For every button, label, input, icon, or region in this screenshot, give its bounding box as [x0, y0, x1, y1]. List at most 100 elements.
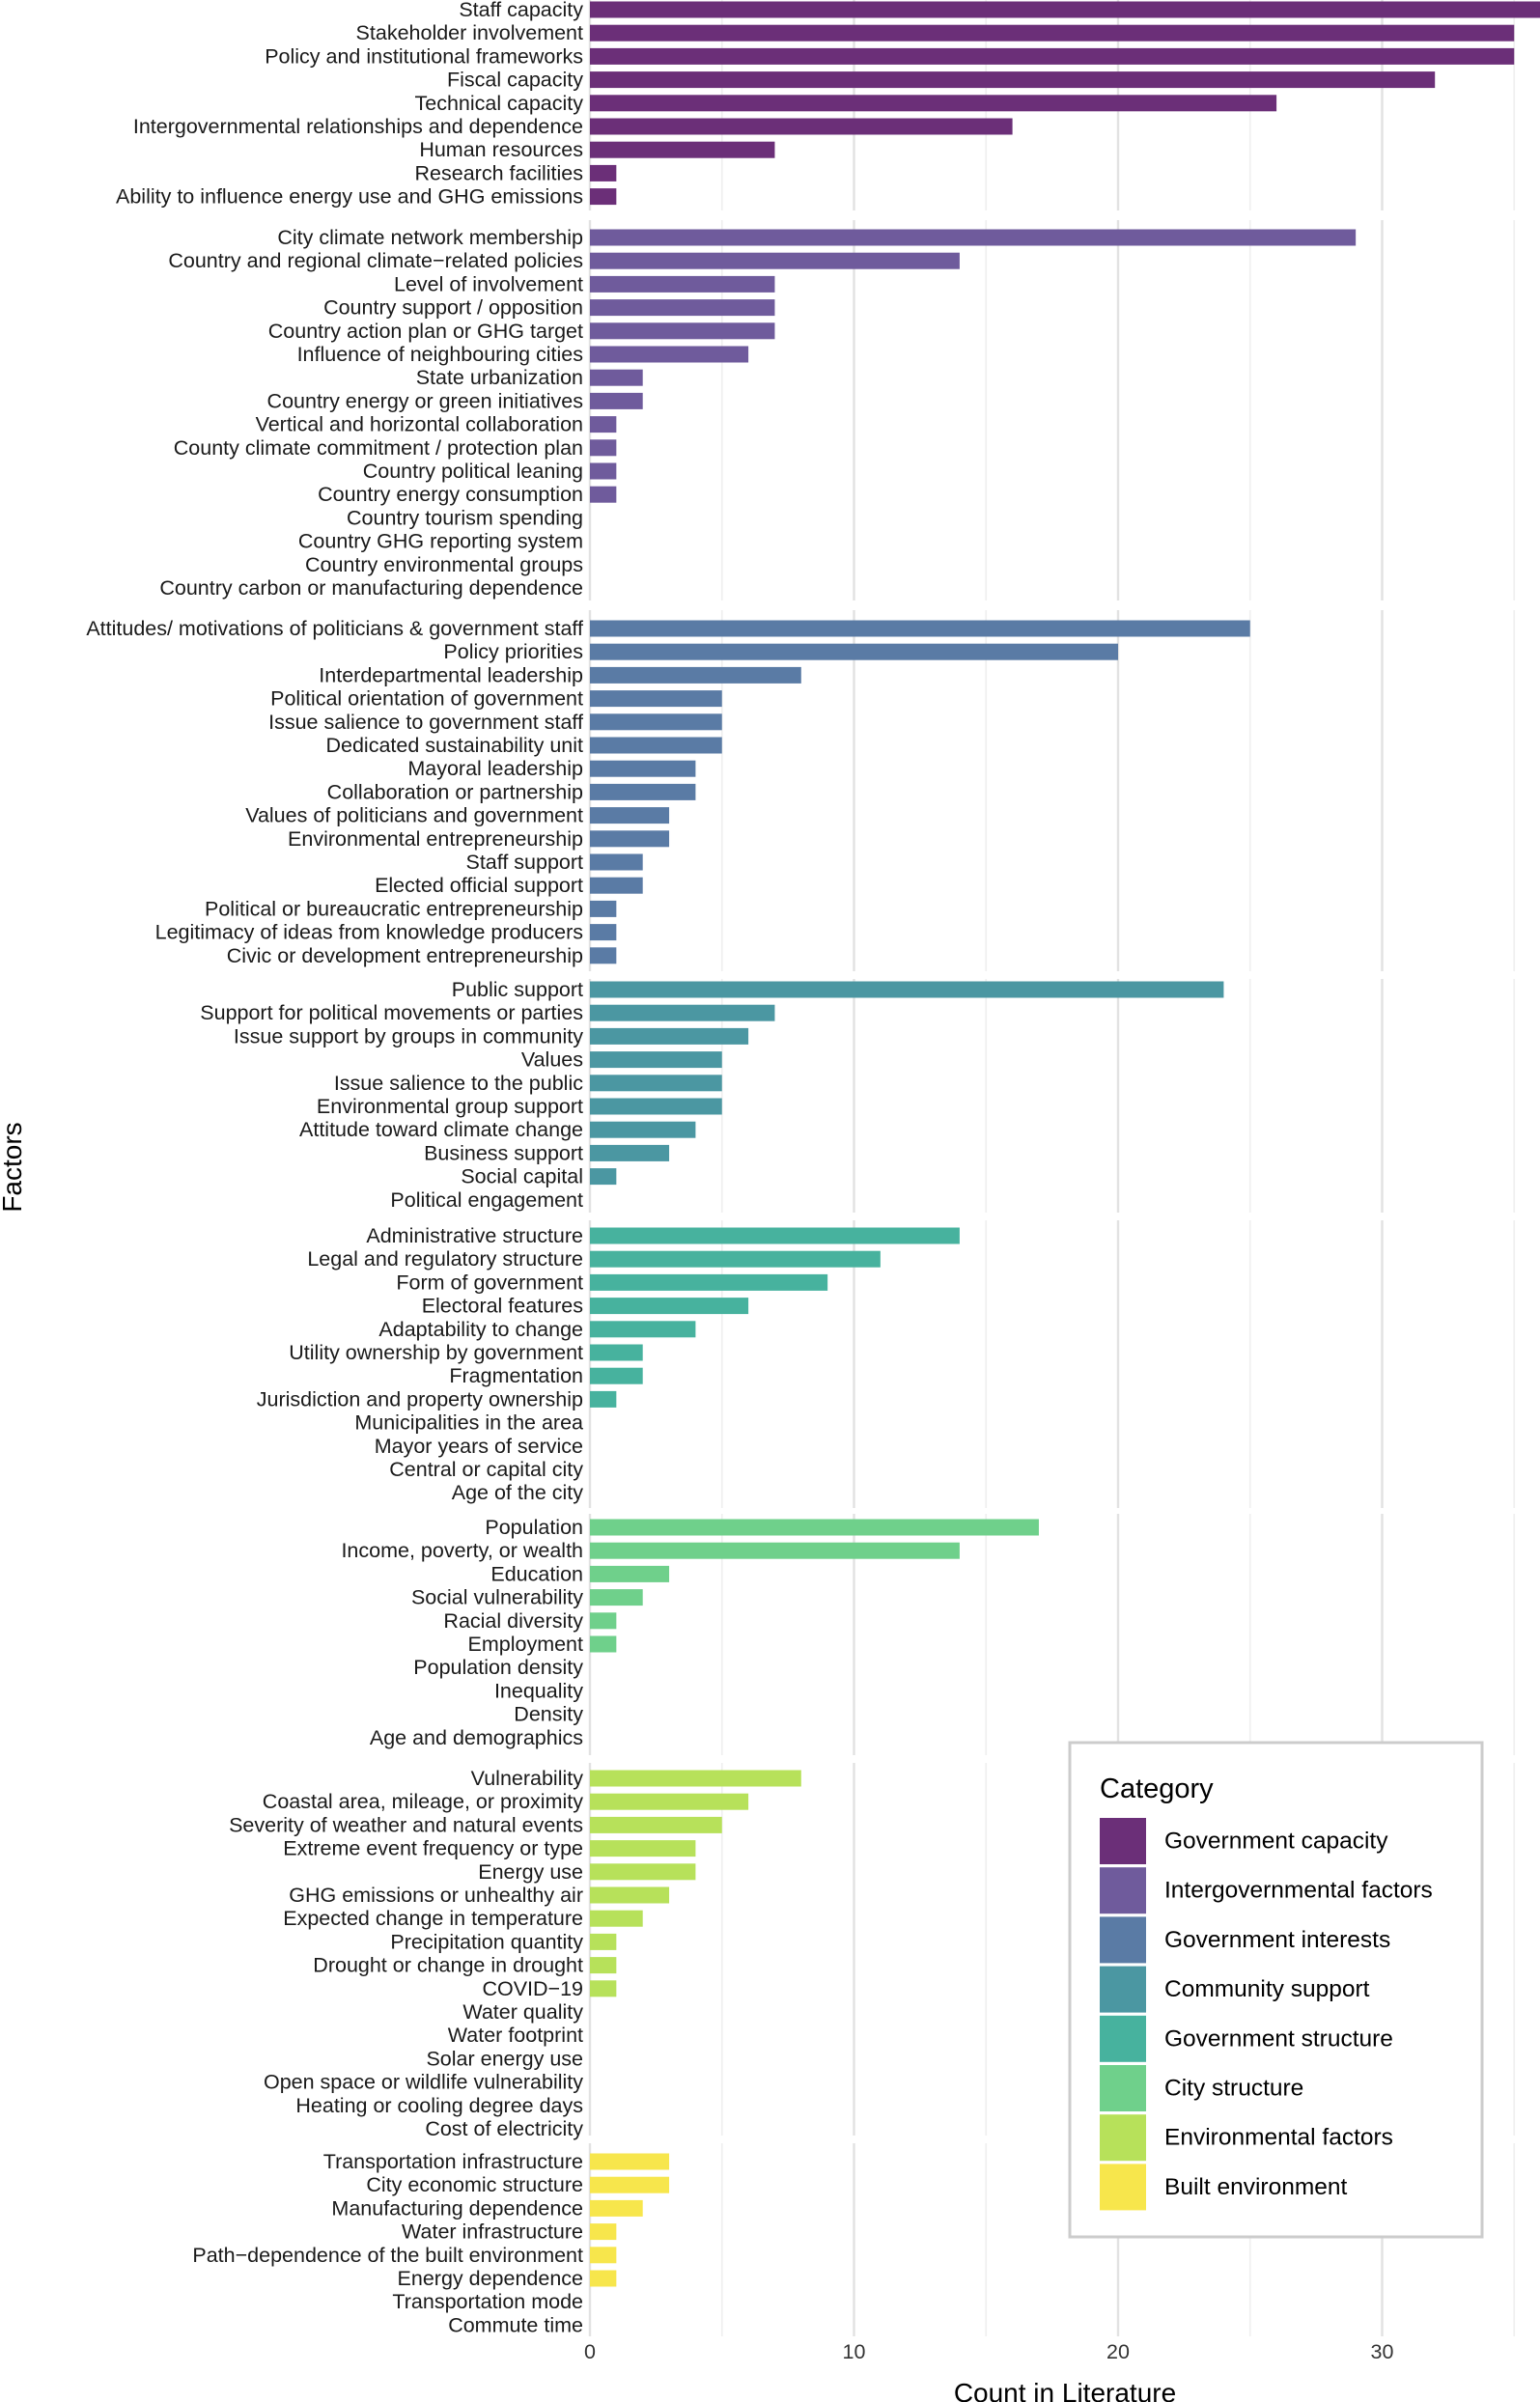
bar — [590, 275, 775, 293]
bar — [590, 299, 775, 317]
factor-label: Commute time — [448, 2313, 583, 2336]
legend-swatch — [1100, 2065, 1146, 2111]
factor-label: Population density — [413, 1656, 583, 1679]
legend-label: Community support — [1164, 1976, 1370, 2002]
factor-label: Political orientation of government — [270, 687, 583, 711]
factor-label: Utility ownership by government — [289, 1341, 583, 1364]
bar — [590, 783, 696, 800]
bar — [590, 1168, 617, 1186]
factor-label: Electoral features — [422, 1295, 583, 1318]
legend-title: Category — [1100, 1774, 1214, 1804]
bar — [590, 1980, 617, 1997]
factor-label: Staff support — [465, 851, 583, 874]
factor-label: COVID−19 — [482, 1977, 583, 2000]
legend-label: Environmental factors — [1164, 2125, 1393, 2151]
bar — [590, 141, 775, 158]
bar — [590, 486, 617, 503]
factor-label: Expected change in temperature — [283, 1907, 583, 1930]
factor-label: Ability to influence energy use and GHG … — [116, 185, 583, 209]
factor-label: Attitude toward climate change — [299, 1118, 583, 1141]
factor-label: Political engagement — [390, 1188, 583, 1212]
factor-label: County climate commitment / protection p… — [174, 436, 583, 460]
bar — [590, 1, 1540, 18]
factor-label: Vertical and horizontal collaboration — [256, 413, 583, 436]
factor-label: Mayor years of service — [375, 1435, 583, 1458]
bar — [590, 322, 775, 340]
factor-label: Environmental entrepreneurship — [288, 827, 583, 851]
factor-label: Open space or wildlife vulnerability — [264, 2071, 583, 2094]
factor-label: Path−dependence of the built environment — [192, 2244, 583, 2267]
factor-label: Transportation mode — [392, 2290, 583, 2313]
legend-swatch — [1100, 1966, 1146, 2013]
bar — [590, 118, 1013, 135]
factor-label: Water quality — [462, 2000, 583, 2024]
bar — [590, 1121, 696, 1138]
x-axis-ticks: 0 10 20 30 — [584, 2340, 1393, 2363]
factor-label: Country action plan or GHG target — [268, 320, 583, 343]
factor-label: Country GHG reporting system — [298, 530, 583, 553]
bar — [590, 1770, 801, 1787]
bar — [590, 71, 1436, 89]
bar — [590, 1321, 696, 1338]
factor-label: Inequality — [494, 1679, 583, 1702]
bar — [590, 2223, 617, 2241]
factor-label: Precipitation quantity — [390, 1930, 583, 1953]
factor-label: Density — [514, 1703, 583, 1726]
factor-label: Environmental group support — [317, 1095, 583, 1118]
factor-label: Country energy consumption — [318, 483, 583, 506]
factor-label: Central or capital city — [389, 1458, 583, 1481]
bar — [590, 1542, 960, 1559]
bar — [590, 643, 1118, 660]
factor-label: Country environmental groups — [305, 553, 583, 576]
bar — [590, 229, 1357, 246]
factor-label: Population — [485, 1516, 583, 1539]
bar — [590, 95, 1277, 112]
factor-label: Level of involvement — [394, 272, 583, 295]
factor-label: Social capital — [461, 1165, 583, 1188]
legend: Category Government capacity Intergovernm… — [1068, 1741, 1484, 2239]
factor-label: Energy use — [478, 1860, 583, 1884]
factor-label: Business support — [424, 1141, 583, 1164]
factor-label: Technical capacity — [415, 92, 584, 115]
bar — [590, 1840, 696, 1857]
legend-label: Government capacity — [1164, 1829, 1388, 1855]
factor-label: Employment — [468, 1633, 584, 1656]
bar — [590, 924, 617, 941]
factor-label: Country carbon or manufacturing dependen… — [159, 576, 583, 600]
factor-label: Support for political movements or parti… — [200, 1001, 583, 1024]
factor-label: Water infrastructure — [402, 2220, 583, 2244]
factor-label: Severity of weather and natural events — [229, 1813, 583, 1836]
factor-label: Mayoral leadership — [407, 757, 583, 780]
factor-label: Social vulnerability — [411, 1586, 583, 1609]
factor-label: Adaptability to change — [378, 1318, 583, 1341]
factor-label: Administrative structure — [366, 1224, 583, 1247]
bar — [590, 1273, 828, 1291]
bar — [590, 830, 670, 848]
bar — [590, 369, 643, 386]
bar — [590, 760, 696, 777]
factor-label: Legitimacy of ideas from knowledge produ… — [155, 921, 583, 944]
factor-label: Influence of neighbouring cities — [297, 343, 583, 366]
factor-label: Vulnerability — [471, 1767, 584, 1790]
bar — [590, 1298, 749, 1315]
legend-label: Government structure — [1164, 2025, 1393, 2052]
factor-label: Human resources — [419, 138, 583, 161]
factor-label: Attitudes/ motivations of politicians & … — [86, 617, 583, 640]
bar — [590, 807, 670, 824]
factor-label: Collaboration or partnership — [327, 780, 583, 803]
factor-label: Jurisdiction and property ownership — [257, 1387, 583, 1410]
legend-swatch — [1100, 1818, 1146, 1864]
bar — [590, 2270, 617, 2287]
bar — [590, 666, 801, 684]
factor-label: Age and demographics — [370, 1726, 583, 1749]
legend-swatch — [1100, 1867, 1146, 1914]
factor-label: Heating or cooling degree days — [295, 2094, 583, 2117]
factor-label: Solar energy use — [426, 2047, 583, 2070]
factor-label: Staff capacity — [459, 0, 583, 21]
factor-label: State urbanization — [416, 366, 583, 389]
bar — [590, 1910, 643, 1927]
bar — [590, 188, 617, 206]
bar — [590, 1793, 749, 1810]
bar — [590, 1344, 643, 1361]
